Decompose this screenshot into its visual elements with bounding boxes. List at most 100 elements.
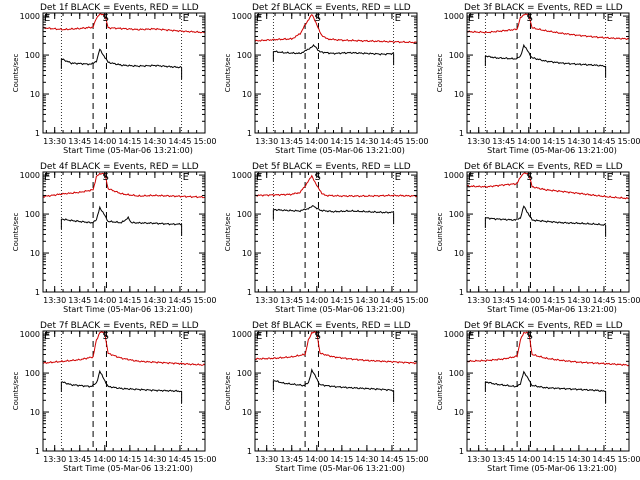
detector-panel: Det 6f BLACK = Events, RED = LLD Counts/s… bbox=[436, 162, 640, 314]
x-tick-label: 15:00 bbox=[617, 296, 640, 305]
y-tick-label: 10 bbox=[30, 90, 40, 99]
x-tick-label: 13:45 bbox=[492, 455, 515, 464]
x-axis-label: Start Time (05-Mar-06 13:21:00) bbox=[275, 464, 405, 473]
x-axis-label: Start Time (05-Mar-06 13:21:00) bbox=[487, 146, 617, 155]
y-axis-label: Counts/sec bbox=[224, 54, 232, 93]
x-tick-label: 14:00 bbox=[517, 296, 540, 305]
y-tick-label: 100 bbox=[449, 51, 464, 60]
time-marker-label: E bbox=[468, 331, 474, 342]
y-tick-label: 1000 bbox=[232, 171, 252, 180]
x-axis-label: Start Time (05-Mar-06 13:21:00) bbox=[487, 305, 617, 314]
time-marker-label: E bbox=[395, 13, 401, 24]
x-tick-label: 13:30 bbox=[467, 455, 490, 464]
panel-title: Det 4f BLACK = Events, RED = LLD bbox=[40, 162, 199, 172]
y-tick-label: 1000 bbox=[232, 12, 252, 21]
y-tick-label: 10 bbox=[30, 408, 40, 417]
y-tick-label: 1 bbox=[459, 288, 464, 297]
time-marker-label: E bbox=[468, 13, 474, 24]
panel-title: Det 1f BLACK = Events, RED = LLD bbox=[40, 3, 199, 13]
events-series-line bbox=[61, 48, 182, 69]
y-tick-label: 1000 bbox=[232, 330, 252, 339]
x-tick-label: 14:30 bbox=[143, 455, 166, 464]
x-tick-label: 14:45 bbox=[168, 296, 191, 305]
x-tick-label: 13:45 bbox=[68, 137, 91, 146]
time-marker-label: E bbox=[256, 331, 262, 342]
y-tick-label: 1 bbox=[459, 129, 464, 138]
panel-title: Det 7f BLACK = Events, RED = LLD bbox=[40, 321, 199, 331]
x-tick-label: 14:15 bbox=[542, 137, 565, 146]
detector-panel: Det 3f BLACK = Events, RED = LLD Counts/s… bbox=[436, 3, 640, 155]
y-axis-label: Counts/sec bbox=[224, 213, 232, 252]
x-tick-label: 14:15 bbox=[330, 137, 353, 146]
time-marker-label: S bbox=[526, 13, 532, 24]
x-tick-label: 13:45 bbox=[68, 296, 91, 305]
time-marker-label: E bbox=[395, 172, 401, 183]
x-tick-label: 14:45 bbox=[592, 137, 615, 146]
x-tick-label: 13:45 bbox=[492, 296, 515, 305]
time-marker-label: S bbox=[102, 331, 108, 342]
time-marker-label: E bbox=[183, 331, 189, 342]
time-marker-label: S bbox=[314, 13, 320, 24]
x-tick-label: 14:30 bbox=[355, 455, 378, 464]
lld-series-line bbox=[42, 13, 206, 34]
plot-frame bbox=[466, 12, 630, 134]
y-tick-label: 1000 bbox=[20, 12, 40, 21]
events-series-line bbox=[61, 205, 182, 226]
y-tick-label: 1 bbox=[459, 447, 464, 456]
lld-series-line bbox=[467, 12, 630, 41]
x-tick-label: 15:00 bbox=[193, 296, 216, 305]
x-tick-label: 14:45 bbox=[168, 137, 191, 146]
time-marker-label: S bbox=[102, 172, 108, 183]
x-tick-label: 13:30 bbox=[43, 455, 66, 464]
y-axis-label: Counts/sec bbox=[12, 372, 20, 411]
time-marker-label: S bbox=[314, 172, 320, 183]
time-marker-label: E bbox=[44, 172, 50, 183]
x-tick-label: 14:30 bbox=[143, 296, 166, 305]
x-axis-label: Start Time (05-Mar-06 13:21:00) bbox=[275, 305, 405, 314]
y-tick-label: 1 bbox=[35, 288, 40, 297]
x-tick-label: 13:30 bbox=[255, 455, 278, 464]
y-tick-label: 1000 bbox=[444, 330, 464, 339]
x-tick-label: 14:45 bbox=[380, 137, 403, 146]
plot-frame bbox=[254, 330, 418, 452]
y-axis-label: Counts/sec bbox=[436, 213, 444, 252]
plot-frame bbox=[254, 171, 418, 293]
x-tick-label: 14:30 bbox=[567, 296, 590, 305]
x-tick-label: 14:30 bbox=[355, 296, 378, 305]
detector-panel: Det 9f BLACK = Events, RED = LLD Counts/s… bbox=[436, 321, 640, 473]
y-tick-label: 1000 bbox=[444, 171, 464, 180]
x-tick-label: 13:30 bbox=[467, 137, 490, 146]
y-axis-label: Counts/sec bbox=[436, 54, 444, 93]
y-tick-label: 1 bbox=[247, 447, 252, 456]
y-tick-label: 100 bbox=[25, 210, 40, 219]
detector-panel: Det 5f BLACK = Events, RED = LLD Counts/s… bbox=[224, 162, 429, 314]
x-tick-label: 14:00 bbox=[93, 296, 116, 305]
events-series-line bbox=[61, 369, 182, 393]
x-tick-label: 13:45 bbox=[492, 137, 515, 146]
x-tick-label: 14:15 bbox=[118, 296, 141, 305]
time-marker-label: E bbox=[183, 13, 189, 24]
y-axis-label: Counts/sec bbox=[436, 372, 444, 411]
x-tick-label: 14:15 bbox=[330, 296, 353, 305]
y-tick-label: 10 bbox=[30, 249, 40, 258]
x-tick-label: 13:45 bbox=[68, 455, 91, 464]
detector-panel: Det 1f BLACK = Events, RED = LLD Counts/s… bbox=[12, 3, 217, 155]
x-tick-label: 14:30 bbox=[143, 137, 166, 146]
detector-panel: Det 7f BLACK = Events, RED = LLD Counts/s… bbox=[12, 321, 217, 473]
events-series-line bbox=[485, 43, 606, 68]
x-tick-label: 14:45 bbox=[592, 455, 615, 464]
y-tick-label: 1 bbox=[35, 129, 40, 138]
y-tick-label: 100 bbox=[237, 369, 252, 378]
x-tick-label: 13:30 bbox=[43, 296, 66, 305]
time-marker-label: S bbox=[102, 13, 108, 24]
time-marker-label: E bbox=[44, 331, 50, 342]
panel-title: Det 8f BLACK = Events, RED = LLD bbox=[252, 321, 411, 331]
x-tick-label: 14:30 bbox=[355, 137, 378, 146]
y-tick-label: 10 bbox=[454, 249, 464, 258]
x-tick-label: 14:00 bbox=[517, 137, 540, 146]
time-marker-label: E bbox=[468, 172, 474, 183]
plot-frame bbox=[42, 12, 206, 134]
x-tick-label: 14:00 bbox=[517, 455, 540, 464]
y-tick-label: 1000 bbox=[20, 171, 40, 180]
x-tick-label: 15:00 bbox=[405, 137, 428, 146]
